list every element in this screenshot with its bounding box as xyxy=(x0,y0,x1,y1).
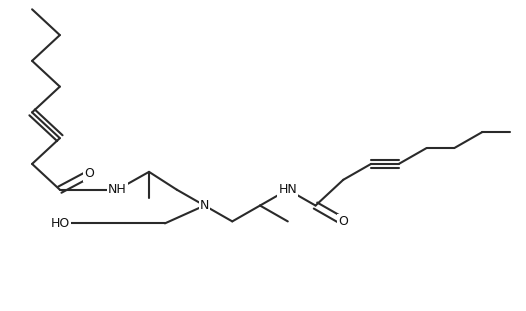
Text: HO: HO xyxy=(50,217,70,230)
Text: O: O xyxy=(338,215,348,228)
Text: N: N xyxy=(200,199,209,212)
Text: HN: HN xyxy=(278,183,297,196)
Text: NH: NH xyxy=(108,183,127,196)
Text: O: O xyxy=(85,167,95,180)
